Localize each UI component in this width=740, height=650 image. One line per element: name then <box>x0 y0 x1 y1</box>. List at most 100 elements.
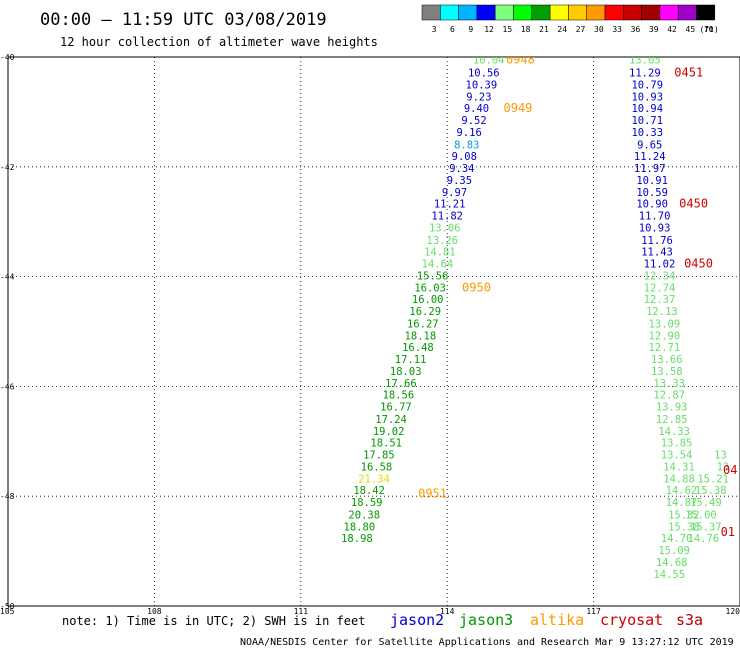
legend-entry-altika: altika <box>530 611 584 629</box>
wave-height-label: 14.55 <box>653 569 685 581</box>
colorbar-tick-label: 18 <box>521 25 531 34</box>
wave-height-label: 10.90 <box>636 199 668 211</box>
wave-height-label: 13.05 <box>629 55 661 67</box>
legend-entry-jason2: jason2 <box>390 611 444 629</box>
wave-height-label: 15.38 <box>668 521 700 533</box>
pass-time-label: 04 <box>723 463 737 477</box>
wave-height-label: 21.34 <box>358 474 390 486</box>
wave-height-label: 19.02 <box>373 426 405 438</box>
wave-height-label: 10.56 <box>468 67 500 79</box>
pass-time-label: 0950 <box>462 281 491 295</box>
wave-height-label: 8.83 <box>454 139 479 151</box>
x-tick-label: 111 <box>294 607 309 616</box>
wave-height-label: 12.37 <box>644 294 676 306</box>
colorbar-tick-label: 12 <box>484 25 494 34</box>
colorbar-swatch <box>513 4 533 21</box>
y-tick-label: -46 <box>0 382 15 391</box>
y-tick-label: -50 <box>0 602 15 611</box>
x-tick-label: 105 <box>0 607 15 616</box>
colorbar-tick-label: 30 <box>594 25 604 34</box>
colorbar-tick-label: 24 <box>557 25 567 34</box>
wave-height-label: 13.06 <box>429 223 461 235</box>
wave-height-label: 15.37 <box>690 521 722 533</box>
wave-height-label: 18.56 <box>383 390 415 402</box>
wave-height-label: 9.16 <box>457 127 482 139</box>
wave-height-label: 18.03 <box>390 366 422 378</box>
colorbar-swatch <box>458 4 478 21</box>
colorbar-swatch <box>586 4 606 21</box>
wave-height-label: 10.94 <box>631 103 663 115</box>
colorbar-swatch <box>421 4 441 21</box>
wave-height-label: 13.66 <box>651 354 683 366</box>
colorbar-swatch <box>696 4 716 21</box>
wave-height-label: 11.82 <box>431 211 463 223</box>
colorbar-swatch <box>677 4 697 21</box>
colorbar-swatch <box>476 4 496 21</box>
colorbar-tick-label: 36 <box>631 25 641 34</box>
wave-height-label: 15.38 <box>695 485 727 497</box>
wave-height-label: 11.97 <box>634 163 666 175</box>
wave-height-label: 11.43 <box>641 246 673 258</box>
wave-height-label: 18.18 <box>405 330 437 342</box>
wave-height-label: 15.56 <box>417 271 449 283</box>
colorbar-tick-label: 9 <box>468 25 473 34</box>
y-tick-labels: -40 -42 -44 -46 -48 -50 <box>0 53 15 611</box>
colorbar-tick-label: 15 <box>503 25 513 34</box>
wave-height-label: 9.40 <box>464 103 489 115</box>
wave-height-label: 14.33 <box>658 426 690 438</box>
pass-time-label: 0951 <box>418 486 447 500</box>
wave-height-label: 14.70 <box>661 533 693 545</box>
colorbar-tick-label: 45 <box>686 25 696 34</box>
pass-time-label: 0949 <box>504 101 533 115</box>
wave-height-label: 15.21 <box>697 474 729 486</box>
x-tick-label: 117 <box>586 607 601 616</box>
colorbar-swatch <box>623 4 642 21</box>
pass-time-label: 01 <box>721 525 735 539</box>
chart-title: 00:00 – 11:59 UTC 03/08/2019 <box>40 10 327 30</box>
y-tick-label: -40 <box>0 53 15 62</box>
wave-height-label: 12.87 <box>653 390 685 402</box>
data-labels: 10.0410.5610.399.239.409.529.168.839.089… <box>341 55 729 581</box>
wave-height-label: 16.58 <box>361 462 393 474</box>
wave-height-label: 12.74 <box>644 283 676 295</box>
colorbar-tick-label: 6 <box>450 25 455 34</box>
wave-height-label: 14.76 <box>688 533 720 545</box>
legend-entry-cryosat: cryosat <box>600 611 663 629</box>
wave-height-label: 18.98 <box>341 533 373 545</box>
plot-frame <box>7 56 740 607</box>
colorbar-unit: (ft) <box>700 25 719 34</box>
wave-height-label: 17.85 <box>363 449 395 461</box>
colorbar-tick-label: 33 <box>612 25 622 34</box>
wave-height-label: 12.90 <box>649 330 681 342</box>
wave-height-label: 10.93 <box>639 223 671 235</box>
colorbar-tick-label: 21 <box>539 25 549 34</box>
wave-height-label: 11.02 <box>644 258 676 270</box>
wave-height-label: 10.91 <box>636 175 668 187</box>
colorbar-tick-label: 27 <box>576 25 586 34</box>
y-tick-label: -42 <box>0 163 15 172</box>
legend-entry-s3a: s3a <box>676 611 703 629</box>
wave-height-label: 17.66 <box>385 378 417 390</box>
y-tick-label: -48 <box>0 492 15 501</box>
wave-height-label: 12.34 <box>644 271 676 283</box>
wave-height-label: 10.59 <box>636 187 668 199</box>
wave-height-label: 11.24 <box>634 151 666 163</box>
colorbar-swatch <box>659 4 679 21</box>
colorbar-tick-label: 42 <box>667 25 677 34</box>
wave-height-label: 9.23 <box>466 92 491 104</box>
wave-height-label: 18.42 <box>353 485 385 497</box>
wave-height-label: 9.97 <box>442 187 467 199</box>
x-tick-label: 120 <box>726 607 740 616</box>
color-scale-bar: 3 6 9 12 15 18 21 24 27 30 33 36 39 42 45 70(ft) <box>421 4 719 34</box>
wave-height-label: 15.09 <box>658 545 690 557</box>
wave-height-label: 16.03 <box>414 283 446 295</box>
wave-height-label: 10.71 <box>631 115 663 127</box>
colorbar-swatch <box>531 4 551 21</box>
wave-height-label: 10.93 <box>631 92 663 104</box>
wave-height-label: 14.81 <box>424 246 456 258</box>
wave-height-label: 14.88 <box>663 474 695 486</box>
wave-height-label: 9.34 <box>449 163 474 175</box>
plot-area: -40 -42 -44 -46 -48 -50 105 108 111 114 117 120 10… <box>0 53 740 616</box>
pass-time-label: 0451 <box>674 65 703 79</box>
